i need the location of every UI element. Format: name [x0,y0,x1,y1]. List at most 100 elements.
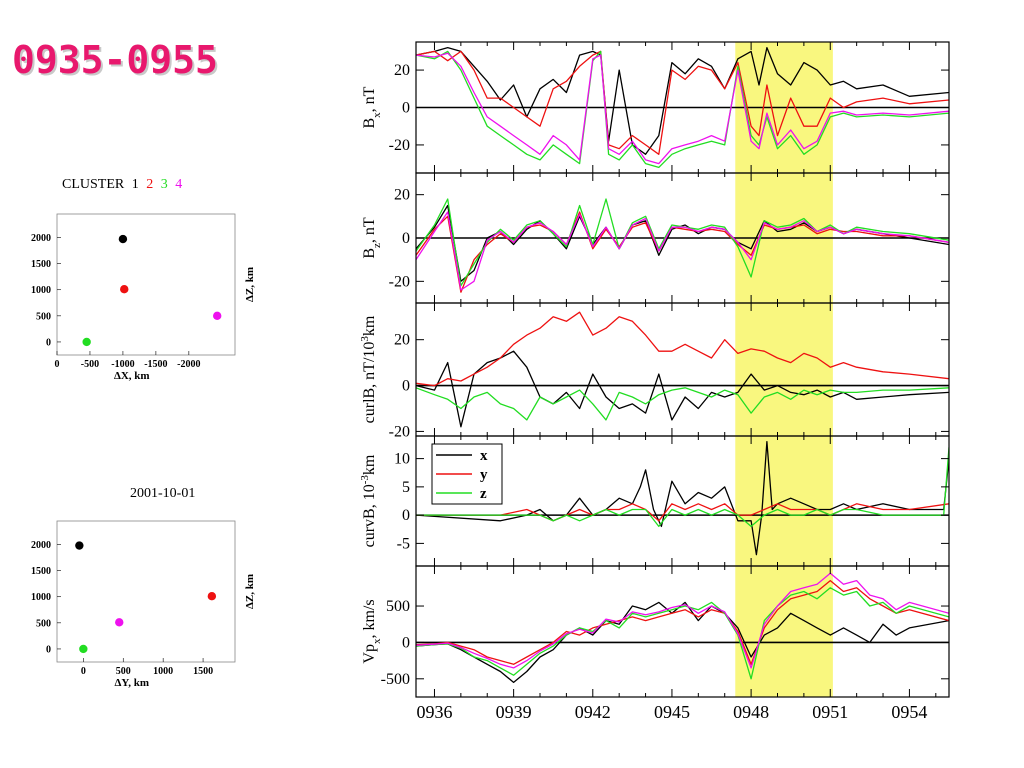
panel-bz: 20 0 -20 Bz, nT [361,172,950,304]
curvb-series-2 [416,447,949,528]
legend-label-y: y [480,467,488,483]
y-label-sup: -3 [359,475,371,485]
x-tick-label: 0 [55,359,60,370]
y-label-main: curvB, 10 [361,484,378,547]
y-tick-label: 0 [402,634,410,651]
curlb-series-0 [416,350,949,428]
yz-configuration-group: 0 500 1000 1500 2000 0 500 1000 1500 ΔY, km ΔZ, km [31,520,256,689]
y-tick-label: 0 [46,337,51,348]
x-tick-label: 0936 [416,702,452,722]
legend-label-x: x [480,448,488,464]
y-tick-label: 0 [402,507,410,524]
y-tick-label: 10 [394,451,410,468]
y-tick-label: 20 [394,187,410,204]
legend-label-z: z [480,486,487,502]
y-tick-label: -500 [381,671,410,688]
panel-frame [415,565,950,698]
y-tick-label: 500 [386,598,410,615]
curlb-series-1 [416,311,949,387]
x-axis-label: ΔX, km [114,370,150,382]
y-label-sub: x [371,638,383,644]
y-label-sub: z [371,243,383,248]
y-tick-label: 2000 [31,540,51,551]
y-axis-label: Bx, nT [361,86,383,128]
y-label-tail: km [361,454,378,475]
spacecraft-4-point [213,311,222,321]
y-tick-label: 1500 [31,259,51,270]
y-label-main: curlB, nT/10 [361,342,378,424]
spacecraft-2-point [120,285,129,294]
y-axis-label: ΔZ, km [244,267,256,302]
x-tick-label: 500 [116,666,131,677]
vpx-series-1 [416,579,949,665]
x-tick-label: 0948 [733,702,769,722]
spacecraft-4-point [115,618,124,627]
y-label-tail: , km/s [361,599,378,638]
y-label-sup: 3 [359,336,371,342]
y-tick-label: 1000 [31,285,51,296]
y-label-tail: , nT [361,217,378,243]
y-axis-label: ΔZ, km [244,574,256,609]
plot-frame [56,213,236,356]
page-title: 0935-0955 [12,38,218,82]
bz-series-3 [416,211,949,291]
panel-curvb: 10 5 0 -5 curvB, 10-3km [359,435,950,567]
legend-sc-1: 1 [131,177,139,192]
y-tick-label: 500 [36,311,51,322]
y-label-main: B [361,118,378,129]
highlight-band [735,42,833,697]
series-group [416,311,949,428]
y-tick-label: -20 [389,137,410,154]
bz-series-1 [416,211,949,293]
y-tick-label: 0 [402,100,410,117]
legend-prefix: CLUSTER [62,177,125,192]
y-label-tail: km [361,315,378,336]
y-axis-label: curlB, nT/103km [359,315,378,423]
series-group [416,572,949,684]
y-tick-label: 1500 [31,566,51,577]
y-tick-label: 20 [394,332,410,349]
x-tick-label: 0939 [496,702,532,722]
y-label-main: Vp [361,644,378,664]
bz-series-0 [416,204,949,282]
x-tick-label: 0954 [891,702,927,722]
y-label-main: B [361,248,378,259]
series-group [416,46,949,169]
y-tick-label: 0 [402,230,410,247]
y-tick-label: -5 [397,535,410,552]
spacecraft-legend: CLUSTER 1 2 3 4 [62,177,186,193]
date-label: 2001-10-01 [130,486,196,501]
xz-configuration-group: 0 500 1000 1500 2000 0 -500 -1000 -1500 -2000 ΔX, … [31,213,256,382]
y-tick-label: 0 [46,644,51,655]
legend-sc-2: 2 [146,177,154,192]
vector-legend: xyz [431,443,503,505]
y-label-sub: x [371,112,383,118]
x-tick-label: -2000 [177,359,200,370]
y-axis-label: curvB, 10-3km [359,454,378,547]
series-group [416,441,949,556]
y-tick-label: -20 [389,273,410,290]
y-tick-label: -20 [389,423,410,440]
y-tick-label: 0 [402,378,410,395]
y-tick-label: 500 [36,618,51,629]
vpx-series-2 [416,587,949,680]
y-tick-label: 2000 [31,233,51,244]
x-tick-label: 1500 [193,666,213,677]
vpx-series-3 [416,572,949,669]
panel-bx: 20 0 -20 Bx, nT [361,41,950,174]
y-tick-label: 5 [402,479,410,496]
x-axis-label: ΔY, km [114,677,149,689]
x-tick-label: -1000 [111,359,134,370]
series-group [416,198,949,293]
curlb-series-2 [416,387,949,421]
x-tick-label: -500 [81,359,99,370]
bx-series-0 [416,46,949,155]
spacecraft-1-point [75,541,84,550]
x-tick-label: 0942 [575,702,611,722]
bx-series-3 [416,52,949,165]
spacecraft-3-point [79,644,88,654]
